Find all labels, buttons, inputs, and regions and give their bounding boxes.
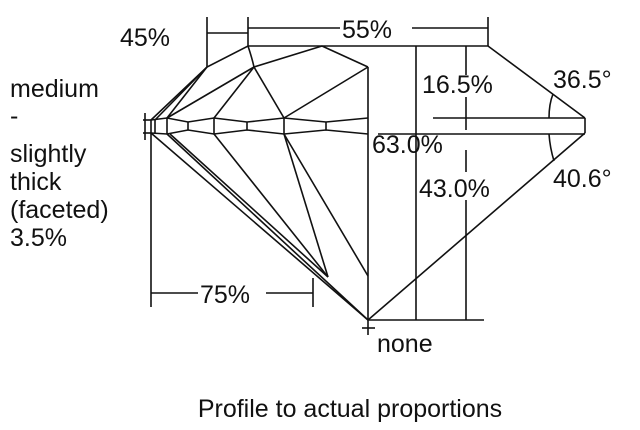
girdle-label-line: slightly (10, 140, 87, 168)
diamond-outline (150, 45, 586, 321)
dimension-lines (143, 17, 585, 335)
girdle-label-line: thick (10, 168, 62, 196)
table-label: 55% (342, 16, 392, 44)
girdle-label-line: medium (10, 75, 99, 103)
girdle-label-line: - (10, 102, 18, 130)
crown-height-label: 16.5% (422, 71, 493, 99)
total-depth-label: 63.0% (372, 131, 443, 159)
pavilion-depth-label: 43.0% (419, 175, 490, 203)
culet-label: none (377, 330, 433, 358)
caption: Profile to actual proportions (198, 395, 502, 423)
girdle-label-line: (faceted) (10, 196, 109, 224)
crown-angle-label: 36.5° (553, 66, 612, 94)
pavilion-angle-label: 40.6° (553, 165, 612, 193)
girdle-label: medium - slightly thick (faceted) 3.5% (10, 75, 109, 252)
girdle-label-line: 3.5% (10, 224, 67, 252)
crown-width-label: 45% (120, 24, 170, 52)
lower-half-label: 75% (200, 281, 250, 309)
